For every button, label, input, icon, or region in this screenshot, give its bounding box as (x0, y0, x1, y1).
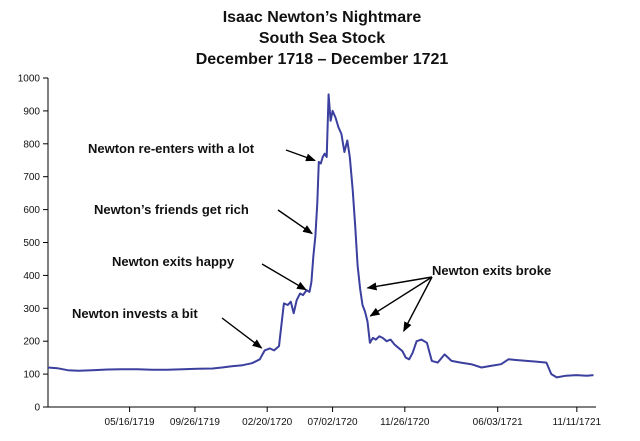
y-tick-label: 1000 (18, 74, 41, 85)
chart-title-line-2: South Sea Stock (259, 30, 385, 47)
x-tick-label: 02/20/1720 (242, 417, 292, 428)
y-tick-label: 400 (23, 271, 40, 282)
annotation-arrow (403, 276, 433, 332)
x-tick-label: 06/03/1721 (473, 417, 523, 428)
chart-title-line-3: December 1718 – December 1721 (196, 51, 449, 68)
annotation-label: Newton exits broke (432, 263, 551, 278)
annotation-arrow (221, 317, 263, 349)
y-tick-label: 100 (23, 370, 40, 381)
y-tick-label: 800 (23, 139, 40, 150)
chart-series (47, 93, 594, 379)
y-tick-label: 600 (23, 205, 40, 216)
annotation-arrow (261, 263, 307, 291)
x-tick-label: 11/26/1720 (380, 417, 430, 428)
y-tick-label: 200 (23, 337, 40, 348)
annotation-arrow (369, 276, 433, 317)
annotation-label: Newton re-enters with a lot (88, 141, 255, 156)
chart-ticks: 0 100 200 300 400 500 600 700 800 900 1000 05/16/17… (18, 74, 602, 429)
y-tick-label: 300 (23, 304, 40, 315)
series-line (47, 93, 594, 379)
annotation-label: Newton exits happy (112, 254, 235, 269)
x-tick-label: 05/16/1719 (105, 417, 155, 428)
chart-title-line-1: Isaac Newton’s Nightmare (223, 9, 422, 26)
annotation-label: Newton’s friends get rich (94, 202, 249, 217)
x-tick-label: 09/26/1719 (170, 417, 220, 428)
y-tick-label: 700 (23, 172, 40, 183)
x-tick-label: 07/02/1720 (308, 417, 358, 428)
annotation-arrow (285, 149, 316, 162)
y-tick-label: 500 (23, 238, 40, 249)
chart-axes (47, 78, 596, 408)
annotation-arrow (277, 209, 313, 235)
chart-annotations: Newton invests a bit Newton exits happy Ne… (72, 141, 551, 349)
annotation-label: Newton invests a bit (72, 306, 198, 321)
annotation-arrow (366, 276, 433, 291)
y-tick-label: 900 (23, 106, 40, 117)
y-tick-label: 0 (34, 403, 40, 414)
x-tick-label: 11/11/1721 (553, 417, 602, 428)
